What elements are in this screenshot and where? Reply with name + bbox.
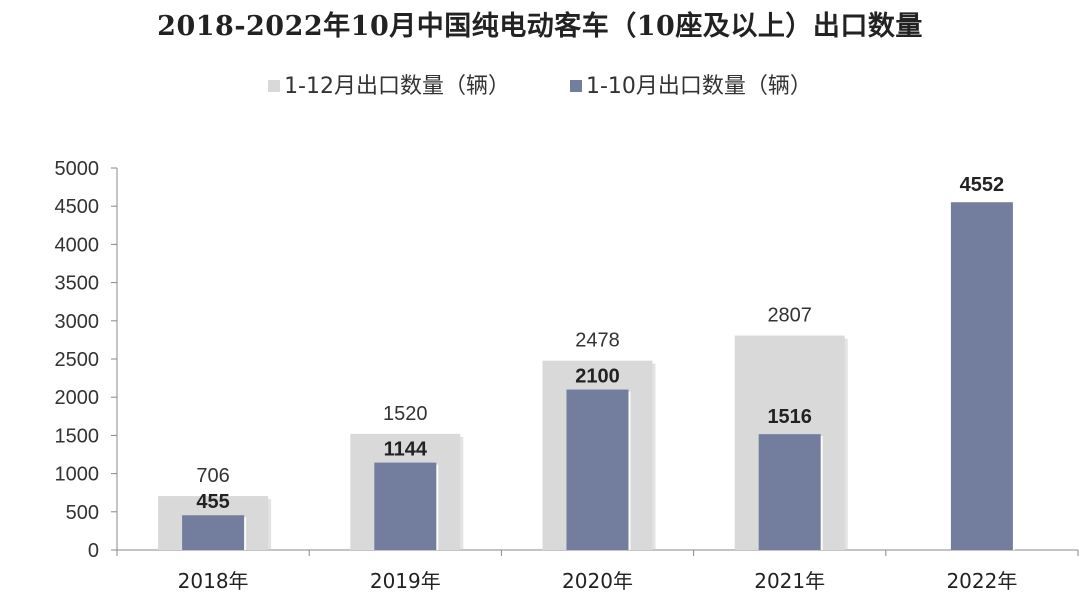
y-tick-label: 2500 <box>55 349 100 371</box>
legend-swatch-annual <box>268 80 281 92</box>
bar-ytd <box>182 515 245 550</box>
legend-label-annual: 1-12月出口数量（辆） <box>284 74 510 99</box>
y-tick-label: 3500 <box>55 273 100 295</box>
bar-ytd <box>566 389 629 550</box>
legend-item-annual: 1-12月出口数量（辆） <box>268 68 510 100</box>
legend-label-ytd: 1-10月出口数量（辆） <box>586 74 812 99</box>
data-label-annual: 2807 <box>767 305 812 327</box>
bar-ytd <box>374 462 437 550</box>
data-label-ytd: 2100 <box>575 366 620 388</box>
bar-ytd <box>950 202 1013 550</box>
y-tick-label: 1000 <box>55 464 100 486</box>
chart-title: 2018-2022年10月中国纯电动客车（10座及以上）出口数量 <box>157 11 923 42</box>
y-tick-label: 3000 <box>55 311 100 333</box>
y-tick-label: 500 <box>66 502 99 524</box>
legend: 1-12月出口数量（辆） 1-10月出口数量（辆） <box>0 68 1080 100</box>
y-tick-label: 0 <box>88 540 99 562</box>
data-label-annual: 706 <box>196 465 229 487</box>
data-label-annual: 2478 <box>575 330 620 352</box>
x-tick-label: 2021年 <box>754 569 825 593</box>
y-tick-label: 4500 <box>55 196 100 218</box>
bar-ytd <box>758 434 821 550</box>
data-label-ytd: 4552 <box>960 174 1005 196</box>
data-label-annual: 1520 <box>383 403 428 425</box>
legend-item-ytd: 1-10月出口数量（辆） <box>570 68 812 100</box>
x-tick-label: 2019年 <box>370 569 441 593</box>
data-label-ytd: 455 <box>196 491 229 513</box>
y-tick-label: 2000 <box>55 387 100 409</box>
x-tick-label: 2018年 <box>178 569 249 593</box>
x-tick-label: 2022年 <box>946 569 1017 593</box>
data-label-ytd: 1516 <box>767 406 812 428</box>
y-tick-label: 4000 <box>55 234 100 256</box>
y-tick-label: 1500 <box>55 425 100 447</box>
x-tick-label: 2020年 <box>562 569 633 593</box>
legend-swatch-ytd <box>570 80 582 92</box>
y-tick-label: 5000 <box>55 158 100 180</box>
data-label-ytd: 1144 <box>384 439 428 461</box>
